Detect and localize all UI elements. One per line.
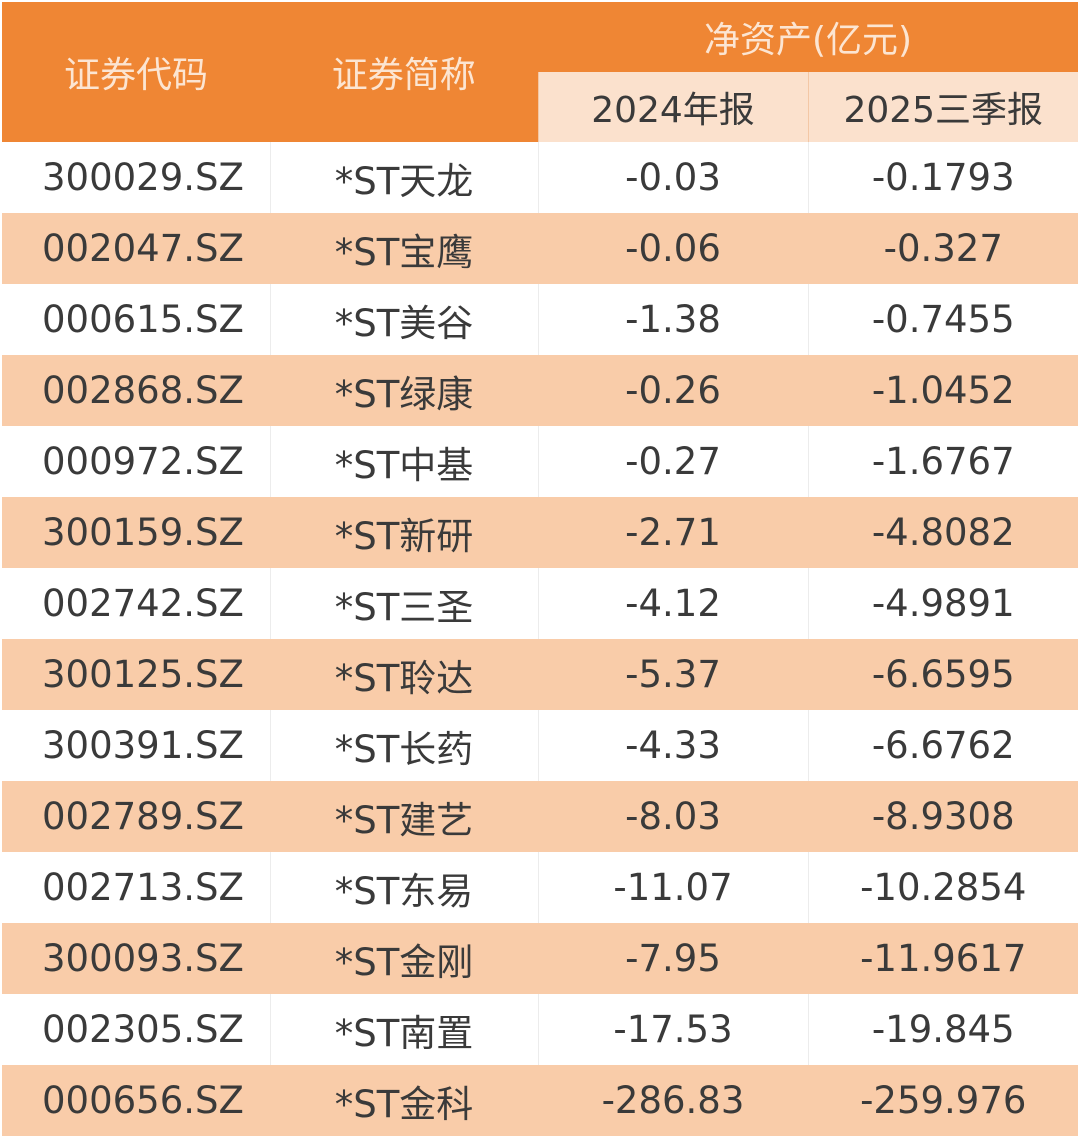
table-row: 300125.SZ *ST聆达 -5.37 -6.6595 <box>2 639 1078 710</box>
cell-security-name: *ST长药 <box>269 710 538 781</box>
cell-security-code: 300159.SZ <box>2 497 270 568</box>
cell-net-assets-2024: -286.83 <box>537 1065 808 1136</box>
table-row: 002305.SZ *ST南置 -17.53 -19.845 <box>2 994 1078 1065</box>
cell-net-assets-2025-q3: -259.976 <box>807 1065 1078 1136</box>
cell-security-code: 300093.SZ <box>2 923 270 994</box>
cell-net-assets-2025-q3: -8.9308 <box>807 781 1078 852</box>
cell-net-assets-2024: -0.03 <box>537 142 808 213</box>
cell-net-assets-2024: -4.33 <box>537 710 808 781</box>
cell-net-assets-2025-q3: -6.6595 <box>807 639 1078 710</box>
cell-security-code: 002868.SZ <box>2 355 270 426</box>
table-row: 000615.SZ *ST美谷 -1.38 -0.7455 <box>2 284 1078 355</box>
cell-net-assets-2024: -17.53 <box>537 994 808 1065</box>
header-net-assets-group: 净资产(亿元) <box>538 2 1078 72</box>
cell-net-assets-2025-q3: -11.9617 <box>807 923 1078 994</box>
cell-security-name: *ST南置 <box>269 994 538 1065</box>
cell-security-name: *ST天龙 <box>269 142 538 213</box>
header-row-sub: 2024年报 2025三季报 <box>2 72 1078 142</box>
cell-net-assets-2024: -0.06 <box>537 213 808 284</box>
cell-net-assets-2025-q3: -10.2854 <box>807 852 1078 923</box>
table-row: 002047.SZ *ST宝鹰 -0.06 -0.327 <box>2 213 1078 284</box>
cell-security-code: 300029.SZ <box>2 142 270 213</box>
table-body: 300029.SZ *ST天龙 -0.03 -0.1793 002047.SZ *ST宝鹰… <box>2 142 1078 1136</box>
table-row: 000656.SZ *ST金科 -286.83 -259.976 <box>2 1065 1078 1136</box>
cell-security-code: 002305.SZ <box>2 994 270 1065</box>
table-row: 000972.SZ *ST中基 -0.27 -1.6767 <box>2 426 1078 497</box>
cell-security-name: *ST美谷 <box>269 284 538 355</box>
cell-net-assets-2025-q3: -19.845 <box>807 994 1078 1065</box>
cell-security-code: 002047.SZ <box>2 213 270 284</box>
table-row: 300159.SZ *ST新研 -2.71 -4.8082 <box>2 497 1078 568</box>
cell-security-name: *ST三圣 <box>269 568 538 639</box>
cell-security-code: 000615.SZ <box>2 284 270 355</box>
cell-security-code: 300391.SZ <box>2 710 270 781</box>
cell-net-assets-2025-q3: -0.327 <box>807 213 1078 284</box>
table-row: 300391.SZ *ST长药 -4.33 -6.6762 <box>2 710 1078 781</box>
cell-net-assets-2024: -5.37 <box>537 639 808 710</box>
cell-security-name: *ST宝鹰 <box>269 213 538 284</box>
cell-net-assets-2024: -8.03 <box>537 781 808 852</box>
cell-security-code: 300125.SZ <box>2 639 270 710</box>
cell-net-assets-2024: -11.07 <box>537 852 808 923</box>
cell-net-assets-2024: -7.95 <box>537 923 808 994</box>
cell-net-assets-2025-q3: -1.6767 <box>807 426 1078 497</box>
cell-net-assets-2024: -2.71 <box>537 497 808 568</box>
header-security-code: 证券代码 <box>2 2 270 142</box>
header-row-main: 证券代码 证券简称 净资产(亿元) <box>2 2 1078 142</box>
header-2025-q3: 2025三季报 <box>807 72 1078 142</box>
table-row: 002789.SZ *ST建艺 -8.03 -8.9308 <box>2 781 1078 852</box>
table-header: 证券代码 证券简称 净资产(亿元) 2024年报 2025三季报 <box>2 2 1078 142</box>
header-security-name: 证券简称 <box>270 2 538 142</box>
cell-security-name: *ST金科 <box>269 1065 538 1136</box>
cell-security-name: *ST中基 <box>269 426 538 497</box>
header-2024-annual: 2024年报 <box>537 72 808 142</box>
cell-net-assets-2025-q3: -4.8082 <box>807 497 1078 568</box>
cell-net-assets-2024: -4.12 <box>537 568 808 639</box>
cell-net-assets-2024: -1.38 <box>537 284 808 355</box>
cell-security-name: *ST建艺 <box>269 781 538 852</box>
cell-security-code: 002789.SZ <box>2 781 270 852</box>
cell-net-assets-2024: -0.27 <box>537 426 808 497</box>
cell-net-assets-2025-q3: -1.0452 <box>807 355 1078 426</box>
cell-net-assets-2025-q3: -0.1793 <box>807 142 1078 213</box>
table-row: 002742.SZ *ST三圣 -4.12 -4.9891 <box>2 568 1078 639</box>
cell-security-name: *ST东易 <box>269 852 538 923</box>
cell-security-code: 002713.SZ <box>2 852 270 923</box>
cell-net-assets-2025-q3: -4.9891 <box>807 568 1078 639</box>
cell-security-code: 000656.SZ <box>2 1065 270 1136</box>
cell-net-assets-2025-q3: -6.6762 <box>807 710 1078 781</box>
cell-security-name: *ST新研 <box>269 497 538 568</box>
table-row: 300029.SZ *ST天龙 -0.03 -0.1793 <box>2 142 1078 213</box>
cell-security-code: 002742.SZ <box>2 568 270 639</box>
cell-security-name: *ST绿康 <box>269 355 538 426</box>
cell-security-code: 000972.SZ <box>2 426 270 497</box>
cell-net-assets-2025-q3: -0.7455 <box>807 284 1078 355</box>
cell-security-name: *ST聆达 <box>269 639 538 710</box>
table-row: 300093.SZ *ST金刚 -7.95 -11.9617 <box>2 923 1078 994</box>
cell-net-assets-2024: -0.26 <box>537 355 808 426</box>
table-row: 002713.SZ *ST东易 -11.07 -10.2854 <box>2 852 1078 923</box>
table-row: 002868.SZ *ST绿康 -0.26 -1.0452 <box>2 355 1078 426</box>
cell-security-name: *ST金刚 <box>269 923 538 994</box>
